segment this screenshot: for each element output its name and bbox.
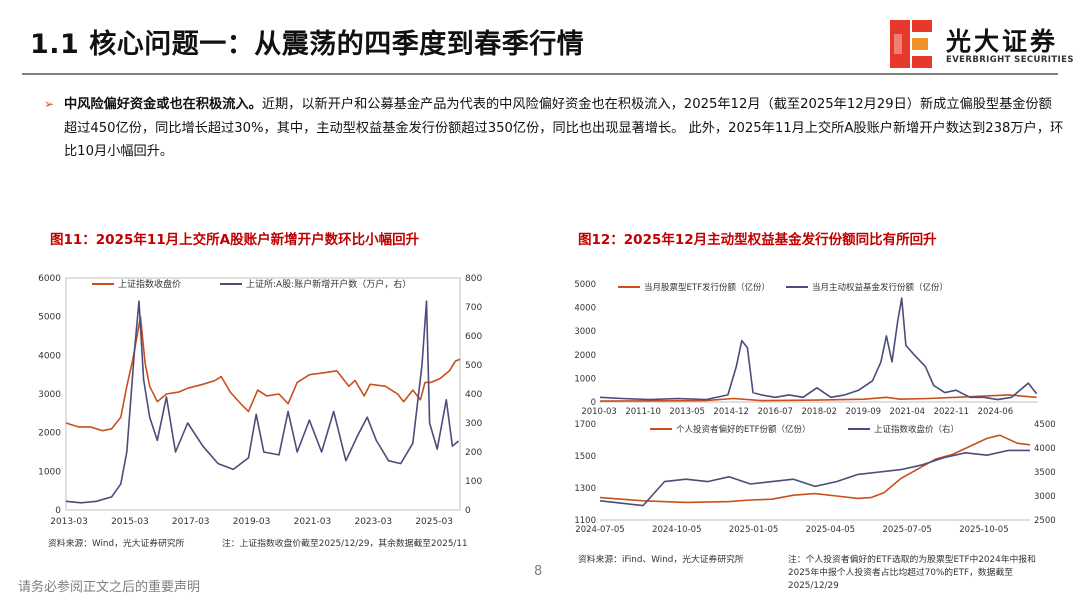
chart12a-x-tick: 2021-04: [890, 407, 926, 417]
page-number: 8: [534, 564, 543, 579]
chart11-x-tick: 2017-03: [172, 517, 210, 527]
logo-english-name: EVERBRIGHT SECURITIES: [946, 55, 1074, 65]
chart12a-x-tick: 2011-10: [625, 407, 661, 417]
chart11-y-right-tick: 0: [465, 506, 471, 516]
chart12a-legend-label: 当月股票型ETF发行份额（亿份）: [644, 282, 770, 293]
chart11-y-left-tick: 5000: [38, 313, 61, 323]
chart11-y-right-tick: 200: [465, 448, 482, 458]
chart12b-y-right-tick: 3500: [1034, 468, 1056, 478]
chart12b-y-left-tick: 1100: [574, 516, 596, 526]
logo-chinese-name: 光大证券: [946, 27, 1059, 56]
chart12b-series-etf-shares: [599, 434, 1031, 504]
chart12a-y-tick: 0: [591, 398, 596, 408]
chart12a-x-tick: 2018-02: [801, 407, 837, 417]
chart12b-x-tick: 2024-10-05: [652, 525, 701, 535]
chart12a-series-active-equity: [599, 297, 1038, 401]
chart12a-y-tick: 5000: [574, 280, 596, 290]
chart12a-x-tick: 2013-05: [669, 407, 705, 417]
chart12a-y-tick: 2000: [574, 351, 596, 361]
chart-etf-shares: 1100 1300 1500 1700 2500 3000 3500 4000 4500 2024…: [574, 420, 1056, 535]
chart12a-x-tick: 2014-12: [713, 407, 749, 417]
chart11-y-right-tick: 100: [465, 477, 482, 487]
chart12a-y-tick: 4000: [574, 304, 596, 314]
chart-new-accounts: 0 1000 2000 3000 4000 5000 6000 0 100 200 300 400 50…: [38, 274, 482, 527]
chart12b-y-left-tick: 1700: [574, 420, 596, 430]
chart11-x-tick: 2015-03: [111, 517, 149, 527]
chart11-y-left-tick: 6000: [38, 274, 61, 284]
chart12b-y-right-tick: 3000: [1034, 492, 1056, 502]
chart12a-x-tick: 2019-09: [846, 407, 882, 417]
chart12b-y-right-tick: 2500: [1034, 516, 1056, 526]
chart11-legend-label: 上证指数收盘价: [118, 278, 181, 290]
figure-12-note: 注：个人投资者偏好的ETF选取的为股票型ETF中2024年中报和2025年中报个…: [788, 555, 1036, 591]
chart11-x-tick: 2019-03: [233, 517, 271, 527]
chart11-series-new-accounts: [65, 300, 460, 504]
bullet-arrow-icon: ➢: [44, 97, 55, 111]
everbright-logo-icon: [890, 20, 932, 68]
chart12b-x-tick: 2025-10-05: [959, 525, 1008, 535]
chart11-plot-frame: [65, 277, 461, 511]
chart12a-x-tick: 2024-06: [978, 407, 1014, 417]
chart11-y-left-tick: 2000: [38, 429, 61, 439]
chart11-x-tick: 2013-03: [50, 517, 88, 527]
title-divider: [22, 73, 1058, 75]
chart12b-y-right-tick: 4000: [1034, 444, 1056, 454]
chart12b-x-tick: 2025-07-05: [882, 525, 931, 535]
chart11-y-right-tick: 700: [465, 303, 482, 313]
chart-fund-issuance: 0 1000 2000 3000 4000 5000 2010-03 2011-10 2013-…: [574, 280, 1038, 417]
chart12a-x-tick: 2016-07: [757, 407, 793, 417]
chart12b-x-tick: 2025-04-05: [806, 525, 855, 535]
chart12a-x-tick: 2010-03: [581, 407, 617, 417]
chart12a-y-tick: 3000: [574, 327, 596, 337]
bullet-lead: 中风险偏好资金或也在积极流入。: [64, 97, 262, 112]
chart11-y-right-tick: 400: [465, 390, 482, 400]
chart12b-x-tick: 2025-01-05: [729, 525, 778, 535]
chart11-y-left-tick: 1000: [38, 467, 61, 477]
chart12a-series-etf: [599, 394, 1037, 402]
chart11-y-right-tick: 600: [465, 332, 482, 342]
figure-12-source: 资料来源：iFind、Wind，光大证券研究所: [578, 555, 744, 565]
chart12b-x-tick: 2024-07-05: [575, 525, 624, 535]
chart11-series-sse-index: [65, 315, 461, 432]
page-title: 1.1 核心问题一：从震荡的四季度到春季行情: [30, 29, 585, 60]
chart11-y-right-tick: 300: [465, 419, 482, 429]
chart12a-legend-label: 当月主动权益基金发行份额（亿份）: [812, 282, 948, 293]
bullet-body: 近期，以新开户和公募基金产品为代表的中风险偏好资金也在积极流入，2025年12月…: [64, 97, 1064, 159]
chart11-y-right-tick: 800: [465, 274, 482, 284]
company-logo: 光大证券 EVERBRIGHT SECURITIES: [890, 20, 1073, 70]
chart11-legend-label: 上证所:A股:账户新增开户数（万户，右）: [246, 278, 411, 290]
chart11-y-left-tick: 3000: [38, 390, 61, 400]
chart11-x-tick: 2021-03: [294, 517, 332, 527]
chart11-y-right-tick: 500: [465, 361, 482, 371]
chart12b-y-right-tick: 4500: [1034, 420, 1056, 430]
chart12a-y-tick: 1000: [574, 374, 596, 384]
figure-11-note: 注：上证指数收盘价截至2025/12/29，其余数据截至2025/11: [222, 539, 468, 549]
disclaimer-footer: 请务必参阅正文之后的重要声明: [18, 580, 201, 595]
chart12b-series-sse-index: [599, 449, 1030, 507]
chart11-y-left-tick: 4000: [38, 351, 61, 361]
chart12b-y-left-tick: 1500: [574, 452, 596, 462]
chart11-x-tick: 2025-03: [415, 517, 453, 527]
chart11-y-left-tick: 0: [55, 506, 61, 516]
chart12b-y-left-tick: 1300: [574, 484, 596, 494]
figure-12-title: 图12：2025年12月主动型权益基金发行份额同比有所回升: [578, 232, 937, 248]
bullet-text: 中风险偏好资金或也在积极流入。近期，以新开户和公募基金产品为代表的中风险偏好资金…: [64, 93, 1064, 164]
figure-11-source: 资料来源：Wind，光大证券研究所: [48, 539, 185, 549]
chart11-x-tick: 2023-03: [354, 517, 392, 527]
chart12a-x-tick: 2022-11: [934, 407, 970, 417]
chart12b-legend-label: 个人投资者偏好的ETF份额（亿份）: [676, 424, 810, 435]
chart12b-legend-label: 上证指数收盘价（右）: [874, 424, 959, 435]
bullet-paragraph: ➢ 中风险偏好资金或也在积极流入。近期，以新开户和公募基金产品为代表的中风险偏好…: [44, 93, 1064, 164]
figure-11-title: 图11：2025年11月上交所A股账户新增开户数环比小幅回升: [50, 232, 420, 248]
